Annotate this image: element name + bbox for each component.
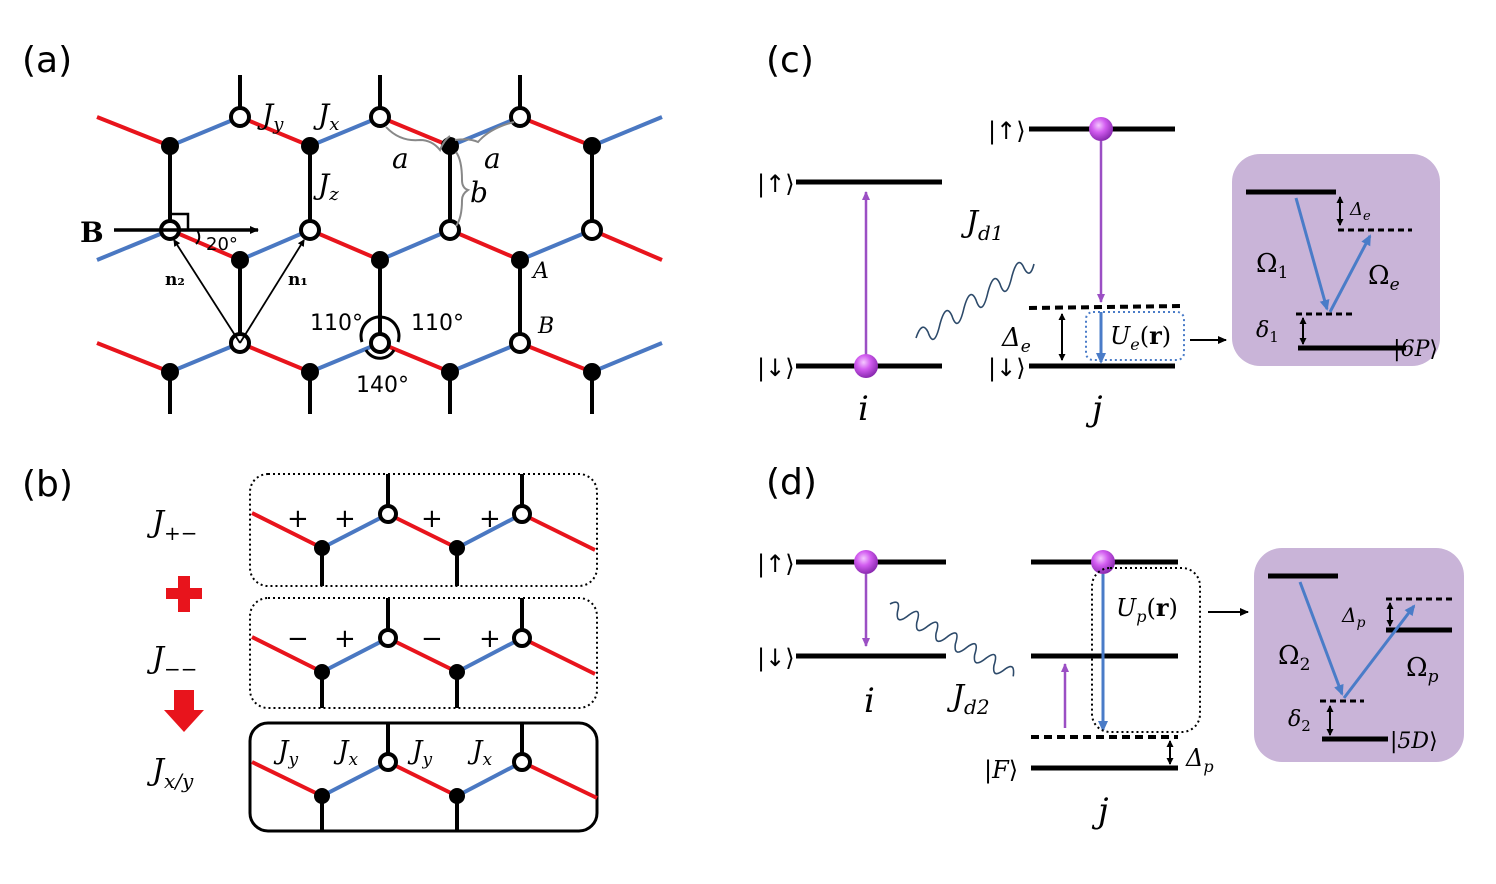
length-a-left: a	[392, 142, 409, 175]
sign-jpm-4: +	[479, 504, 501, 534]
site-i-label: i	[858, 389, 869, 429]
ket-up-j: |↑⟩	[988, 117, 1026, 145]
chain-jxy	[251, 723, 598, 831]
inset-c	[1232, 154, 1440, 366]
panel-a: (a)	[22, 40, 663, 414]
ket-down-i: |↓⟩	[757, 354, 795, 382]
inset-c-state: |6P⟩	[1393, 337, 1438, 362]
vector-n2	[173, 239, 241, 344]
dressed-level-j	[1028, 304, 1183, 310]
honeycomb-lattice	[96, 75, 663, 414]
brace-a-left	[385, 126, 451, 152]
potential-up-label: Up(r)	[1116, 593, 1178, 626]
coupling-jd2-label: Jd2	[946, 679, 990, 719]
row-label-jxy: Jx/y	[146, 753, 194, 793]
panel-d-label: (d)	[766, 462, 817, 503]
atom-j	[1089, 117, 1113, 141]
inset-d-state: |5D⟩	[1390, 729, 1438, 754]
sign-jmm-4: +	[479, 624, 501, 654]
panel-c: (c) |↑⟩ |↓⟩ i Jd1 |↑⟩ |↓⟩ Δe Ue(r) j Δe	[757, 40, 1440, 429]
bond-jy-2: Jy	[407, 736, 432, 770]
bond-jx-1: Jx	[333, 736, 358, 770]
bond-label-jz: Jz	[313, 168, 339, 205]
potential-ue-label: Ue(r)	[1110, 321, 1171, 354]
panel-a-label: (a)	[22, 40, 72, 81]
angle-arc-110-left	[359, 315, 401, 343]
panel-d: (d) |↑⟩ |↓⟩ i Jd2 |F⟩ Up(r) Δp j Δp	[757, 462, 1464, 831]
sign-jmm-3: −	[421, 624, 443, 654]
brace-b	[455, 151, 471, 227]
length-a-right: a	[484, 142, 501, 175]
coupling-wave-jd1	[915, 261, 1035, 341]
angle-arc-20	[195, 229, 201, 245]
row-label-jpm: J+−	[146, 505, 198, 545]
sign-jpm-2: +	[334, 504, 356, 534]
potential-box-ue	[1085, 311, 1185, 361]
bond-jy-1: Jy	[273, 736, 298, 770]
site-i-label-d: i	[864, 681, 875, 721]
ket-down-i-d: |↓⟩	[757, 644, 795, 672]
length-b: b	[470, 176, 488, 209]
sign-jpm-1: +	[287, 504, 309, 534]
coupling-jd1-label: Jd1	[960, 205, 1004, 245]
atom-i	[854, 354, 878, 378]
inset-d-laser-p	[1342, 604, 1416, 699]
chain-jpm	[251, 474, 596, 586]
site-j-label: j	[1085, 389, 1103, 429]
sign-jmm-2: +	[334, 624, 356, 654]
box-jxy	[248, 721, 599, 833]
plus-symbol	[166, 576, 202, 612]
field-label: B	[80, 216, 104, 249]
panel-b: (b) J+− J−− Jx/y	[22, 464, 599, 833]
ket-up-i: |↑⟩	[757, 170, 795, 198]
bond-label-jy: Jy	[257, 98, 284, 135]
inset-c-laser-1	[1294, 197, 1330, 311]
field-angle-label: 20°	[206, 234, 238, 255]
right-angle-mark	[170, 212, 190, 230]
ket-up-i-d: |↑⟩	[757, 550, 795, 578]
site-A-label: A	[531, 259, 549, 284]
atom-i-d	[854, 550, 878, 574]
detuning-e-label: Δe	[1001, 323, 1031, 357]
box-jmm	[249, 597, 598, 709]
down-arrow-symbol	[164, 690, 204, 732]
atom-j-d	[1091, 550, 1115, 574]
ket-down-j: |↓⟩	[988, 354, 1026, 382]
row-label-jmm: J−−	[146, 641, 198, 681]
site-j-label-d: j	[1091, 791, 1109, 831]
box-jpm	[249, 473, 598, 587]
angle-arc-140	[364, 349, 396, 360]
ket-F: |F⟩	[984, 756, 1018, 784]
inset-c-laser-e	[1328, 234, 1372, 313]
vector-n1	[239, 239, 305, 344]
panel-c-label: (c)	[766, 40, 814, 81]
chain-jmm	[251, 598, 596, 708]
bond-jx-2: Jx	[467, 736, 492, 770]
angle-right-label: 110°	[411, 311, 464, 336]
brace-a-right	[454, 121, 515, 144]
panel-b-label: (b)	[22, 464, 73, 505]
vector-n1-label: n₁	[288, 270, 308, 290]
coupling-wave-jd2	[889, 601, 1015, 677]
vector-n2-label: n₂	[165, 270, 185, 290]
sign-jmm-1: −	[287, 624, 309, 654]
inset-d-laser-2	[1298, 581, 1344, 696]
potential-box-up	[1091, 567, 1201, 733]
site-B-label: B	[537, 314, 554, 339]
angle-left-label: 110°	[310, 311, 363, 336]
bond-label-jx: Jx	[313, 98, 339, 135]
angle-bottom-label: 140°	[356, 373, 409, 398]
detuning-p-label: Δp	[1185, 744, 1214, 776]
sign-jpm-3: +	[421, 504, 443, 534]
